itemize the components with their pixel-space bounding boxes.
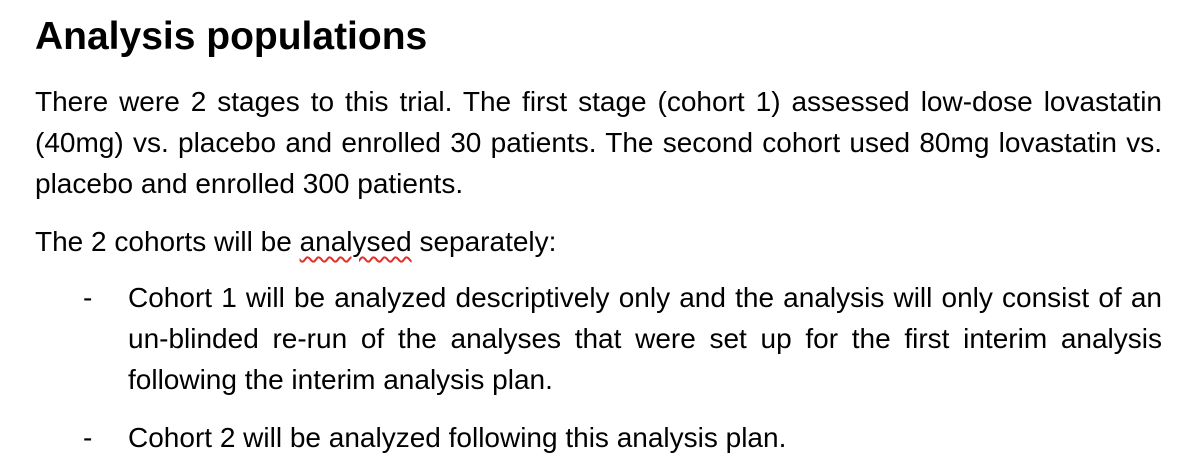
cohorts-intro-after: separately: bbox=[411, 226, 557, 257]
cohort-1-text: Cohort 1 will be analyzed descriptively … bbox=[128, 282, 1162, 395]
list-bullet-dash: - bbox=[83, 282, 93, 313]
cohorts-intro-paragraph: The 2 cohorts will be analysed separatel… bbox=[35, 221, 1162, 262]
list-bullet-dash: - bbox=[83, 422, 93, 453]
cohort-2-text: Cohort 2 will be analyzed following this… bbox=[128, 422, 787, 453]
spellcheck-flagged-word[interactable]: analysed bbox=[299, 226, 412, 257]
trial-stages-paragraph: There were 2 stages to this trial. The f… bbox=[35, 86, 1162, 199]
cohorts-intro-before: The 2 cohorts will be bbox=[35, 226, 300, 257]
section-heading: Analysis populations bbox=[35, 15, 428, 58]
